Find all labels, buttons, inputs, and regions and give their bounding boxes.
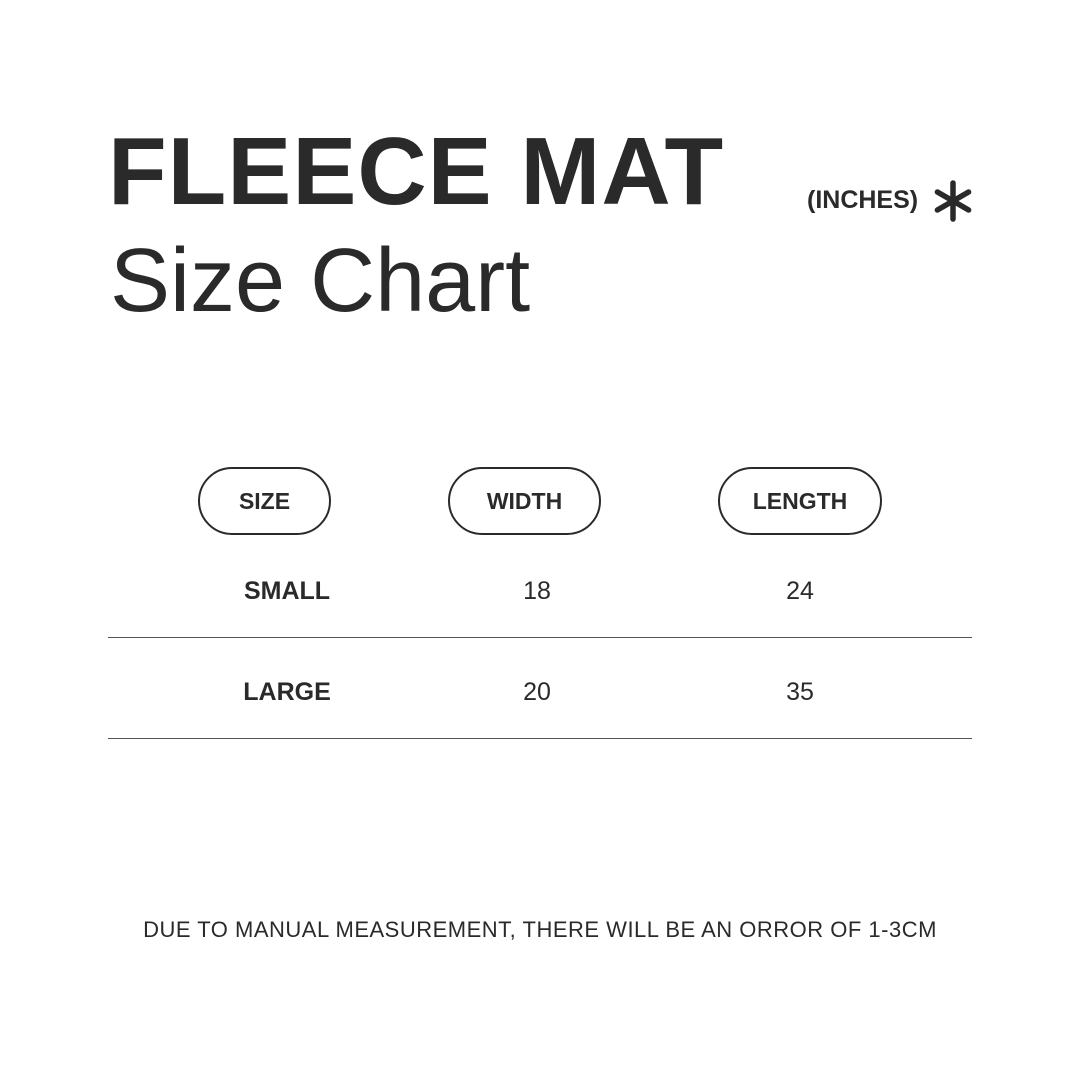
- header-width: WIDTH: [448, 467, 601, 535]
- row-divider: [108, 738, 972, 739]
- row-length: 35: [786, 678, 814, 706]
- row-width: 18: [523, 577, 551, 605]
- row-length: 24: [786, 577, 814, 605]
- unit-label: (INCHES): [807, 186, 919, 214]
- row-size: SMALL: [243, 577, 331, 605]
- page-subtitle: Size Chart: [110, 231, 531, 331]
- asterisk-icon: [934, 180, 972, 222]
- measurement-note: DUE TO MANUAL MEASUREMENT, THERE WILL BE…: [143, 917, 937, 942]
- row-width: 20: [523, 678, 551, 706]
- header-size: SIZE: [198, 467, 331, 535]
- product-title: FLEECE MAT: [108, 118, 725, 225]
- row-divider: [108, 637, 972, 638]
- row-size: LARGE: [243, 678, 331, 706]
- header-length: LENGTH: [718, 467, 882, 535]
